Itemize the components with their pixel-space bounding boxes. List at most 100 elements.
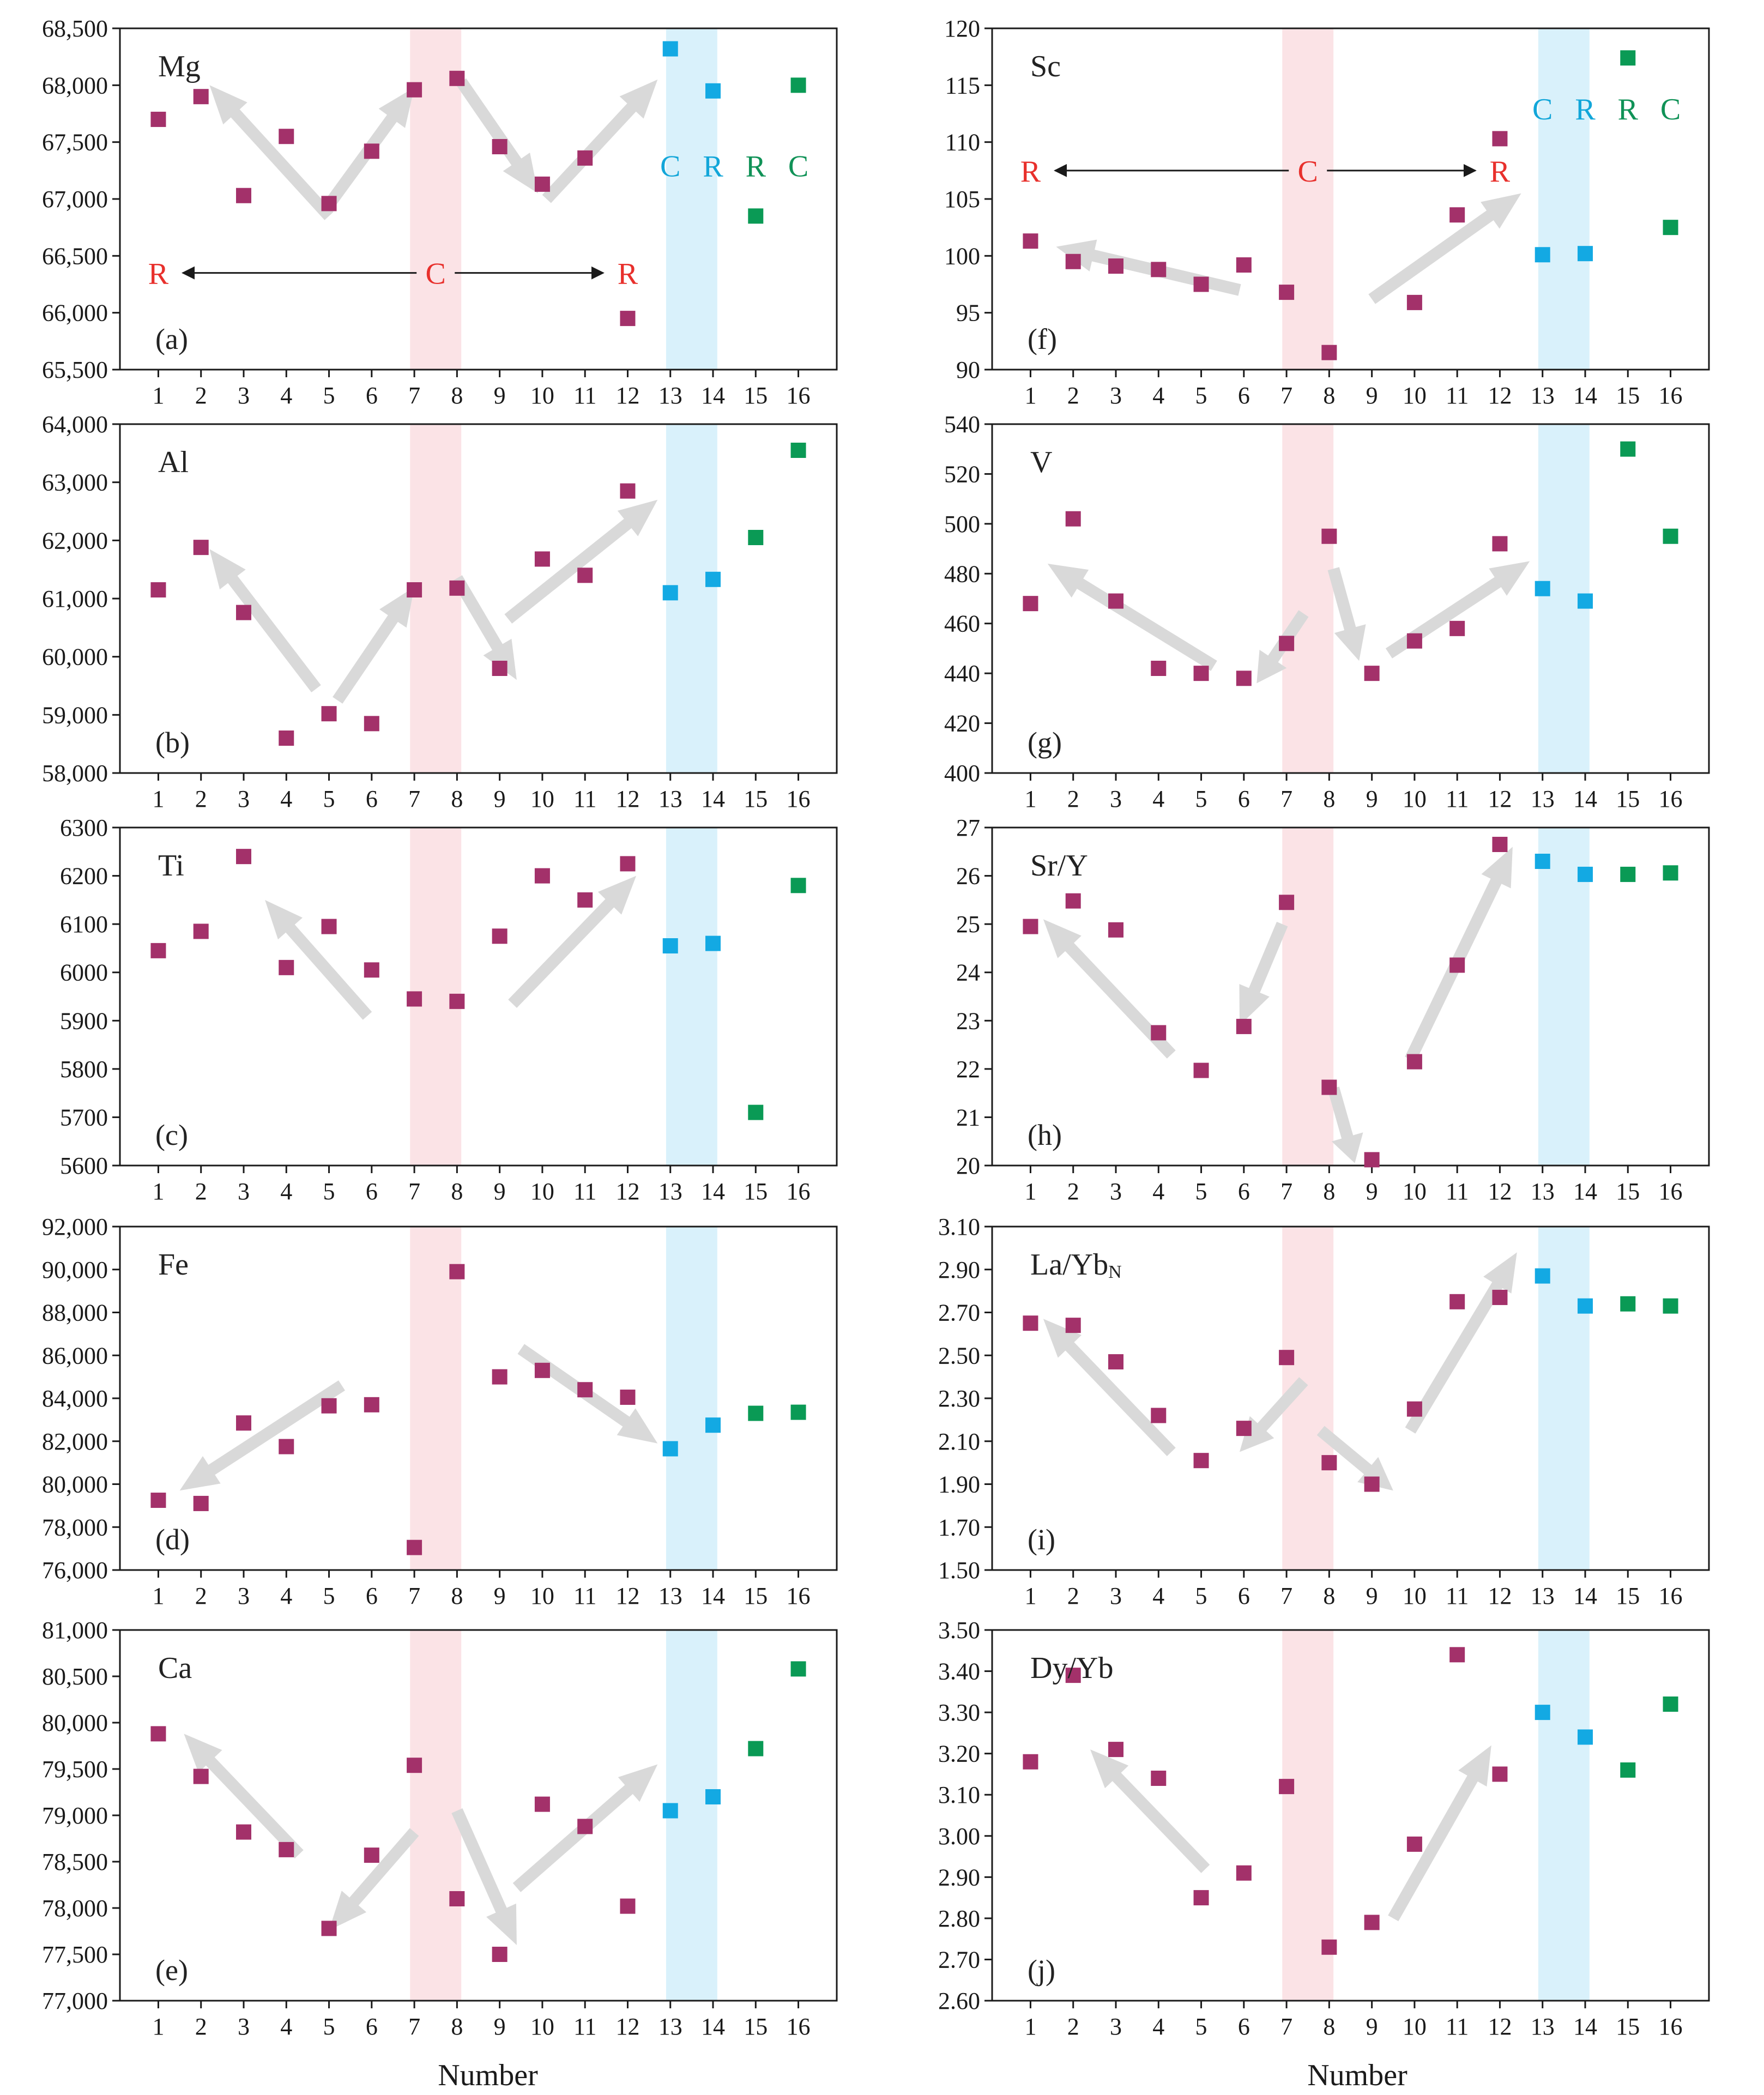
y-tick-label: 6100 — [60, 911, 108, 938]
data-point-3 — [235, 605, 251, 620]
x-tick-label: 6 — [1238, 1583, 1250, 1609]
x-tick-label: 11 — [1446, 786, 1469, 812]
data-point-16 — [790, 1661, 806, 1677]
panel-e: 77,000 77,500 78,000 78,500 79,000 79,500 80,0… — [42, 1617, 838, 2040]
x-tick-label: 3 — [1110, 1583, 1122, 1609]
y-tick-label: 3.20 — [938, 1741, 980, 1767]
y-tick-label: 115 — [945, 72, 980, 99]
y-tick-label: 26 — [956, 863, 980, 890]
y-tick-label: 3.30 — [938, 1699, 980, 1726]
panel-element-label: Ca — [158, 1651, 192, 1685]
data-point-12 — [1492, 131, 1508, 147]
x-tick-label: 3 — [1110, 382, 1122, 409]
panel-tag-label: (h) — [1028, 1119, 1062, 1151]
x-tick-label: 12 — [1488, 2013, 1512, 2040]
x-tick-label: 3 — [238, 1583, 250, 1609]
r-annotation-blue: R — [703, 149, 723, 183]
y-tick-label: 76,000 — [42, 1557, 108, 1584]
x-tick-label: 5 — [1195, 786, 1207, 812]
data-point-10 — [1406, 1054, 1422, 1070]
data-point-1 — [1023, 1315, 1038, 1331]
x-tick-label: 16 — [1659, 382, 1683, 409]
x-tick-label: 11 — [573, 1178, 596, 1205]
panel-a: 65,500 66,000 66,500 67,000 67,500 68,000 68,5… — [42, 15, 838, 409]
panel-tag-label: (i) — [1028, 1523, 1055, 1556]
data-point-4 — [279, 730, 294, 746]
data-point-8 — [449, 993, 465, 1009]
x-tick-label: 14 — [701, 1583, 725, 1609]
c-annotation-green: C — [788, 149, 808, 183]
data-point-2 — [1065, 253, 1081, 269]
trend-arrow — [1047, 564, 1217, 671]
data-point-5 — [321, 1398, 337, 1414]
y-tick-label: 100 — [944, 243, 980, 269]
y-tick-label: 480 — [944, 560, 980, 587]
y-tick-label: 2.50 — [938, 1342, 980, 1369]
c-annotation-blue: C — [1532, 93, 1552, 126]
x-tick-label: 6 — [366, 1178, 378, 1205]
trend-arrow — [504, 499, 658, 624]
data-point-13 — [1535, 1705, 1550, 1720]
data-point-1 — [1023, 233, 1038, 249]
panel-element-label: Fe — [158, 1248, 189, 1282]
x-tick-label: 9 — [494, 2013, 506, 2040]
y-tick-label: 95 — [956, 300, 980, 327]
data-point-14 — [1578, 1298, 1593, 1314]
y-tick-label: 84,000 — [42, 1385, 108, 1412]
c-zone-band-13-14 — [1538, 828, 1590, 1166]
data-point-4 — [1151, 1025, 1167, 1041]
data-point-13 — [1535, 247, 1550, 263]
y-tick-label: 2.90 — [938, 1257, 980, 1283]
y-tick-label: 25 — [956, 911, 980, 938]
x-tick-label: 15 — [744, 382, 768, 409]
data-point-5 — [1193, 1062, 1209, 1078]
x-tick-label: 4 — [280, 1583, 292, 1609]
y-tick-label: 90 — [956, 357, 980, 383]
data-point-9 — [1364, 666, 1380, 681]
trend-arrow — [179, 1380, 345, 1491]
x-tick-label: 5 — [323, 786, 335, 812]
x-tick-label: 10 — [1403, 2013, 1427, 2040]
x-tick-label: 5 — [1195, 1583, 1207, 1609]
y-tick-label: 66,000 — [42, 300, 108, 327]
r-annotation-right: R — [1490, 155, 1511, 189]
x-axis-title-left: Number — [438, 2058, 538, 2092]
data-point-12 — [1492, 536, 1508, 552]
y-tick-label: 68,000 — [42, 72, 108, 99]
c-zone-band-7-8 — [410, 1227, 462, 1570]
x-tick-label: 3 — [1110, 1178, 1122, 1205]
y-tick-label: 2.10 — [938, 1428, 980, 1455]
data-point-15 — [748, 1104, 764, 1120]
data-point-3 — [1108, 1354, 1123, 1370]
c-zone-band-13-14 — [666, 1227, 717, 1570]
data-point-4 — [1151, 262, 1167, 277]
data-point-12 — [1492, 1766, 1508, 1782]
data-point-13 — [662, 1441, 678, 1457]
data-point-12 — [620, 1898, 636, 1914]
data-point-9 — [492, 928, 508, 944]
panel-element-label: V — [1030, 445, 1052, 479]
y-tick-label: 20 — [956, 1152, 980, 1179]
trend-arrow — [1405, 847, 1513, 1062]
y-tick-label: 79,000 — [42, 1802, 108, 1829]
data-point-8 — [1321, 1939, 1337, 1955]
data-point-15 — [748, 208, 764, 224]
panel-element-label: Al — [158, 445, 189, 479]
x-tick-label: 16 — [1659, 786, 1683, 812]
data-point-16 — [1663, 865, 1678, 881]
data-point-11 — [577, 150, 593, 166]
y-tick-label: 3.50 — [938, 1617, 980, 1644]
x-tick-label: 2 — [1067, 382, 1079, 409]
trend-arrow — [1327, 567, 1366, 661]
panel-element-label: La/YbN — [1030, 1248, 1122, 1282]
y-tick-label: 2.70 — [938, 1946, 980, 1973]
panel-tag-label: (f) — [1028, 323, 1057, 355]
x-tick-label: 5 — [323, 1583, 335, 1609]
x-tick-label: 2 — [1067, 786, 1079, 812]
x-tick-label: 9 — [494, 1583, 506, 1609]
x-tick-label: 14 — [1573, 2013, 1597, 2040]
x-tick-label: 2 — [195, 1178, 207, 1205]
x-tick-label: 2 — [195, 786, 207, 812]
